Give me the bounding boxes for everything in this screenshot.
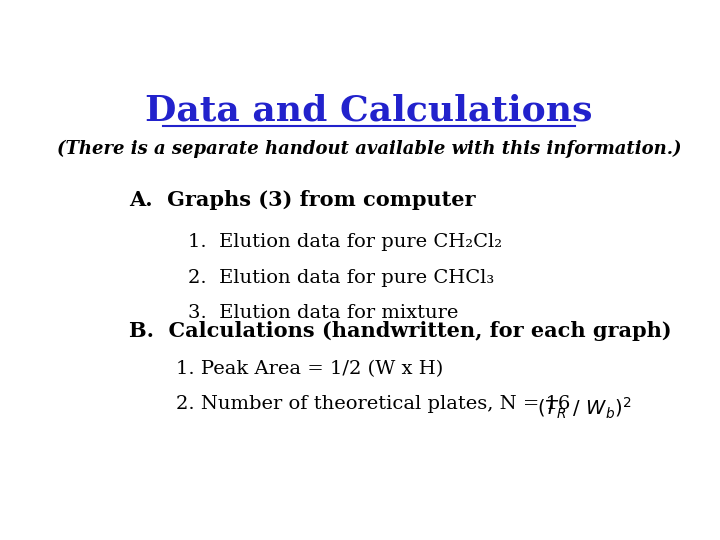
Text: A.  Graphs (3) from computer: A. Graphs (3) from computer — [129, 190, 475, 210]
Text: 2.  Elution data for pure CHCl₃: 2. Elution data for pure CHCl₃ — [188, 268, 494, 287]
Text: $(T_R\ /\ W_b)^2$: $(T_R\ /\ W_b)^2$ — [537, 395, 631, 421]
Text: Data and Calculations: Data and Calculations — [145, 94, 593, 128]
Text: 1.  Elution data for pure CH₂Cl₂: 1. Elution data for pure CH₂Cl₂ — [188, 233, 502, 251]
Text: 1. Peak Area = 1/2 (W x H): 1. Peak Area = 1/2 (W x H) — [176, 360, 444, 378]
Text: 3.  Elution data for mixture: 3. Elution data for mixture — [188, 304, 458, 322]
Text: B.  Calculations (handwritten, for each graph): B. Calculations (handwritten, for each g… — [129, 321, 672, 341]
Text: (There is a separate handout available with this information.): (There is a separate handout available w… — [57, 140, 681, 158]
Text: 2. Number of theoretical plates, N = 16: 2. Number of theoretical plates, N = 16 — [176, 395, 577, 413]
